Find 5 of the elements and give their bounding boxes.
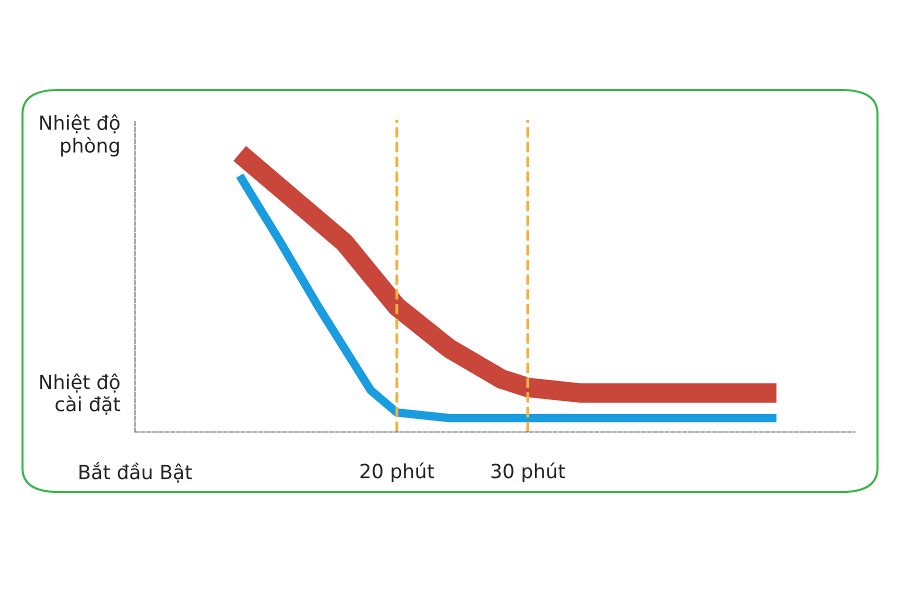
text: Nhiệt độ cài đặt <box>40 373 120 415</box>
x-tick-label: 20 phút <box>360 462 434 482</box>
text: Nhiệt độ phòng <box>40 114 120 157</box>
x-tick-label: Bắt đầu Bật <box>80 462 192 483</box>
x-tick-label: 30 phút <box>491 462 566 482</box>
